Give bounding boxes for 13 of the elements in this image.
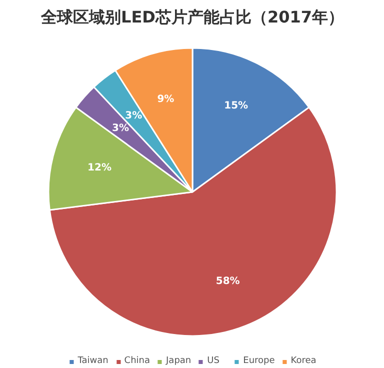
data-label: 9% (157, 94, 174, 106)
data-label: 3% (125, 110, 142, 122)
data-label: 12% (88, 162, 112, 174)
data-label: 3% (112, 122, 129, 134)
legend-label: Korea (290, 356, 316, 366)
data-label: 58% (216, 276, 240, 287)
legend-label: China (124, 356, 150, 366)
legend-label: US (207, 356, 220, 366)
chart-title: 全球区域别LED芯片产能占比（2017年） (40, 8, 344, 26)
legend-label: Taiwan (78, 356, 108, 366)
data-label: 15% (224, 100, 248, 112)
legend-label: Europe (243, 356, 275, 366)
legend-label: Japan (166, 356, 192, 366)
